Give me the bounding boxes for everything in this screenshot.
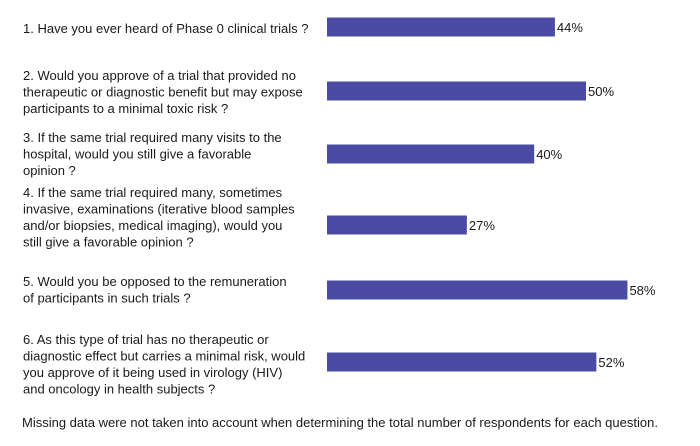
- question-line: 6. As this type of trial has no therapeu…: [23, 332, 269, 347]
- question-line: still give a favorable opinion ?: [23, 235, 194, 250]
- question-line: of participants in such trials ?: [23, 291, 191, 306]
- bar: [327, 144, 535, 164]
- footnote: Missing data were not taken into account…: [22, 415, 658, 430]
- bar-value-label: 52%: [598, 355, 624, 370]
- question-line: invasive, examinations (iterative blood …: [23, 202, 295, 217]
- question-line: participants to a minimal toxic risk ?: [23, 101, 228, 116]
- bar: [327, 81, 586, 101]
- question-text: 1. Have you ever heard of Phase 0 clinic…: [23, 21, 308, 36]
- bar-value-label: 27%: [469, 218, 495, 233]
- bar-value-label: 40%: [536, 147, 562, 162]
- question-line: you approve of it being used in virology…: [23, 365, 282, 380]
- question-line: hospital, would you still give a favorab…: [23, 147, 251, 162]
- question-text: 4. If the same trial required many, some…: [23, 185, 295, 250]
- question-text: 3. If the same trial required many visit…: [23, 130, 282, 178]
- bar-value-label: 44%: [557, 20, 583, 35]
- bar: [327, 17, 555, 37]
- chart-rows: 1. Have you ever heard of Phase 0 clinic…: [23, 17, 656, 397]
- question-line: 5. Would you be opposed to the remunerat…: [23, 274, 287, 289]
- question-text: 5. Would you be opposed to the remunerat…: [23, 274, 287, 306]
- bar: [327, 280, 628, 300]
- question-line: 4. If the same trial required many, some…: [23, 185, 283, 200]
- question-text: 6. As this type of trial has no therapeu…: [23, 332, 305, 397]
- question-line: 2. Would you approve of a trial that pro…: [23, 68, 296, 83]
- question-line: and oncology in health subjects ?: [23, 382, 215, 397]
- bar: [327, 215, 467, 235]
- question-line: therapeutic or diagnostic benefit but ma…: [23, 85, 303, 100]
- question-line: 3. If the same trial required many visit…: [23, 130, 282, 145]
- bar-value-label: 50%: [588, 84, 614, 99]
- bar: [327, 352, 597, 372]
- question-line: 1. Have you ever heard of Phase 0 clinic…: [23, 21, 308, 36]
- bar-value-label: 58%: [629, 283, 655, 298]
- question-line: and/or biopsies, medical imaging), would…: [23, 218, 282, 233]
- question-line: opinion ?: [23, 163, 76, 178]
- question-text: 2. Would you approve of a trial that pro…: [23, 68, 303, 116]
- question-line: diagnostic effect but carries a minimal …: [23, 349, 305, 364]
